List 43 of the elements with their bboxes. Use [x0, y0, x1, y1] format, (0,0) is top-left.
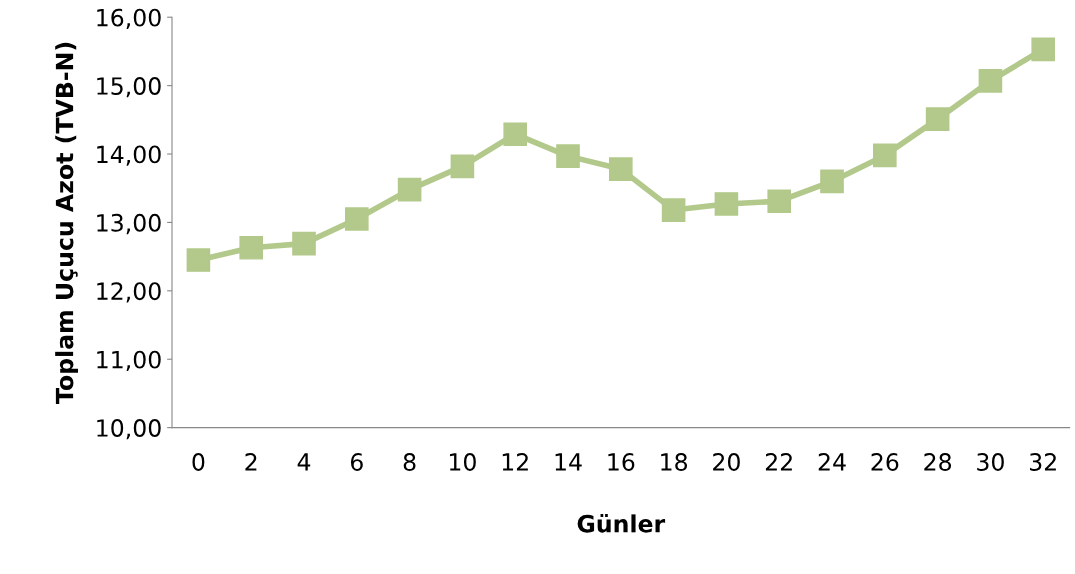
- point: [661, 198, 686, 222]
- point: [873, 143, 897, 168]
- x-tick-label: 16: [608, 453, 635, 471]
- point: [820, 169, 844, 194]
- y-axis-title: Toplam Uçucu Azot (TVB-N): [55, 42, 79, 404]
- y-tick-label: 14,00: [97, 145, 161, 166]
- point: [1031, 37, 1056, 62]
- point: [609, 157, 633, 181]
- y-tick-label: 10,00: [97, 419, 161, 440]
- point: [397, 177, 422, 202]
- x-tick-label: 4: [297, 453, 311, 471]
- y-tick-label: 16,00: [97, 8, 161, 29]
- y-tick-label: 13,00: [97, 213, 161, 235]
- point: [978, 69, 1003, 93]
- x-tick-label: 0: [192, 453, 205, 471]
- x-tick-label: 8: [403, 453, 416, 471]
- point: [503, 122, 528, 146]
- point: [925, 107, 950, 131]
- x-tick-label: 28: [924, 453, 952, 471]
- x-tick-label: 22: [765, 453, 792, 471]
- point: [239, 235, 264, 260]
- x-tick-label: 18: [661, 453, 688, 471]
- x-axis-title: Günler: [577, 514, 666, 533]
- x-tick-label: 14: [555, 453, 582, 471]
- y-tick-label: 15,00: [97, 77, 161, 98]
- point: [767, 189, 792, 214]
- point: [344, 207, 369, 231]
- point: [556, 144, 580, 168]
- y-tick-label: 12,00: [97, 282, 161, 303]
- x-tick-label: 32: [1030, 453, 1056, 471]
- x-tick-label: 10: [449, 453, 476, 471]
- x-tick-label: 30: [977, 453, 1004, 471]
- point: [292, 231, 316, 256]
- point: [186, 248, 211, 272]
- x-tick-label: 24: [818, 453, 846, 471]
- x-tick-label: 12: [502, 453, 528, 471]
- y-tick-label: 11,00: [97, 350, 161, 371]
- point: [714, 192, 739, 216]
- x-tick-label: 2: [245, 453, 257, 471]
- x-tick-label: 20: [713, 453, 740, 471]
- x-tick-label: 26: [871, 453, 899, 471]
- x-tick-label: 6: [350, 453, 363, 471]
- point: [450, 154, 475, 179]
